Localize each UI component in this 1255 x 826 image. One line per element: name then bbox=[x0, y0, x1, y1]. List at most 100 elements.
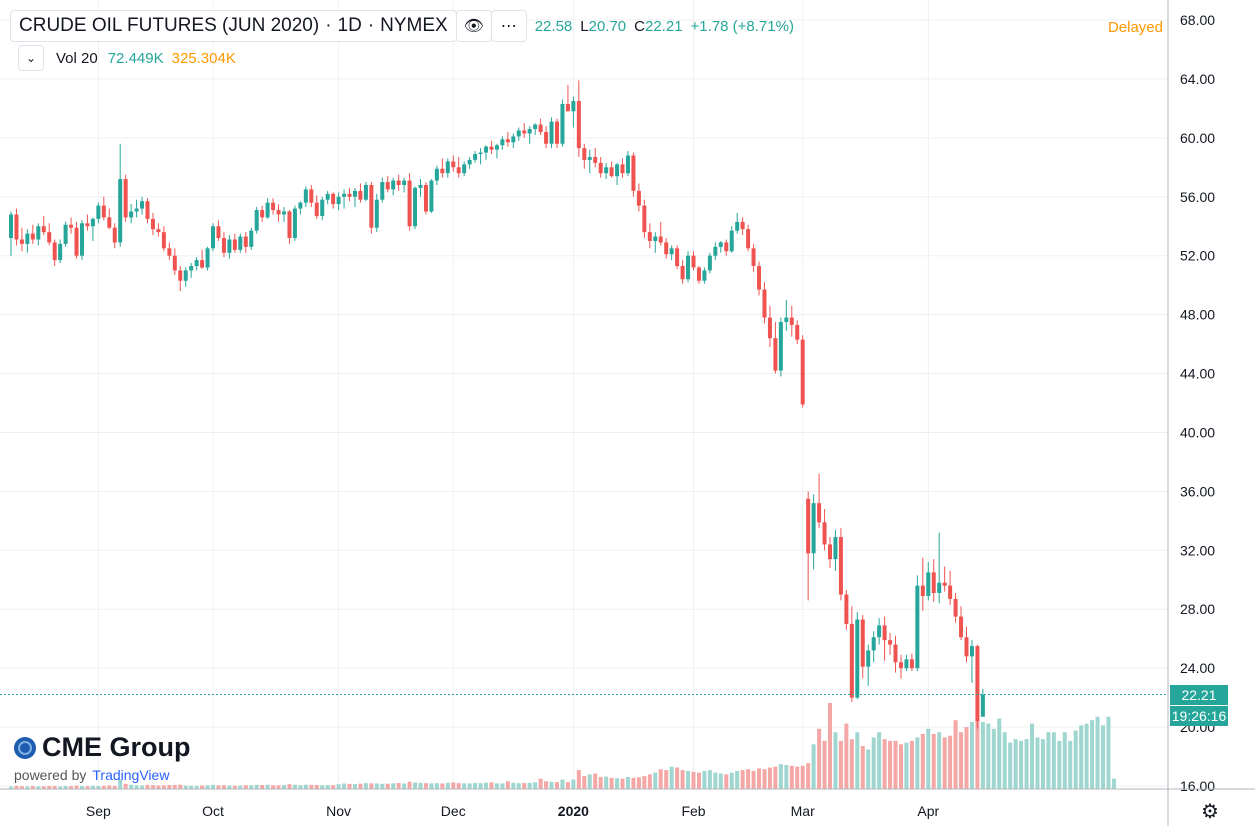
candle-body bbox=[156, 229, 161, 233]
candle-body bbox=[363, 184, 368, 200]
candle-body bbox=[298, 202, 303, 209]
candle-body bbox=[440, 168, 445, 174]
candle-body bbox=[789, 317, 794, 325]
candle-body bbox=[806, 498, 811, 554]
candle-body bbox=[200, 260, 205, 268]
candle-body bbox=[620, 164, 625, 174]
volume-bar bbox=[107, 785, 112, 789]
volume-bar bbox=[418, 782, 423, 789]
x-tick-label: Apr bbox=[917, 803, 939, 819]
candle-body bbox=[795, 324, 800, 340]
volume-bar bbox=[1008, 742, 1013, 789]
candle-body bbox=[385, 182, 390, 190]
volume-bar bbox=[423, 783, 428, 789]
volume-bar bbox=[347, 783, 352, 789]
candle-body bbox=[90, 218, 95, 227]
volume-bar bbox=[969, 721, 974, 789]
volume-bar bbox=[844, 723, 849, 789]
volume-bar bbox=[620, 778, 625, 789]
volume-bar bbox=[221, 785, 226, 789]
candle-body bbox=[369, 184, 374, 228]
chevron-down-icon[interactable]: ⌄ bbox=[18, 45, 44, 71]
candle-body bbox=[14, 214, 19, 240]
volume-bar bbox=[271, 785, 276, 789]
volume-bar bbox=[172, 784, 177, 789]
volume-bar bbox=[669, 766, 674, 789]
volume-bar bbox=[167, 785, 172, 789]
symbol-selector[interactable]: CRUDE OIL FUTURES (JUN 2020) · 1D · NYME… bbox=[10, 10, 457, 42]
volume-bar bbox=[303, 784, 308, 789]
volume-bar bbox=[1002, 732, 1007, 789]
volume-bar bbox=[74, 785, 79, 789]
volume-bar bbox=[615, 778, 620, 789]
volume-bar bbox=[833, 732, 838, 789]
volume-bar bbox=[385, 783, 390, 789]
volume-bar bbox=[942, 737, 947, 789]
volume-bar bbox=[101, 785, 106, 789]
volume-bar bbox=[140, 785, 145, 789]
logo-text: CME Group bbox=[42, 732, 191, 762]
candle-body bbox=[625, 155, 630, 174]
candle-body bbox=[669, 248, 674, 255]
candle-body bbox=[205, 248, 210, 268]
x-tick-label: Dec bbox=[441, 803, 466, 819]
volume-bar bbox=[991, 728, 996, 789]
volume-bar bbox=[391, 783, 396, 789]
y-tick-label: 32.00 bbox=[1180, 542, 1215, 558]
candle-body bbox=[538, 124, 543, 132]
candle-body bbox=[254, 210, 259, 231]
x-tick-label: 2020 bbox=[558, 803, 589, 819]
candle-body bbox=[511, 136, 516, 143]
candle-body bbox=[904, 659, 909, 669]
volume-bar bbox=[352, 784, 357, 789]
volume-bar bbox=[604, 776, 609, 789]
volume-bar bbox=[762, 769, 767, 789]
volume-bar bbox=[625, 776, 630, 789]
platform-name[interactable]: TradingView bbox=[92, 767, 170, 783]
candle-body bbox=[527, 129, 532, 134]
candle-body bbox=[282, 211, 286, 215]
candle-body bbox=[74, 227, 79, 256]
candle-body bbox=[505, 139, 510, 143]
candle-body bbox=[560, 103, 565, 144]
volume-bar bbox=[200, 785, 205, 789]
volume-bar bbox=[1090, 720, 1095, 789]
eye-icon[interactable]: 👁 bbox=[455, 10, 492, 42]
y-tick-label: 48.00 bbox=[1180, 307, 1215, 323]
volume-bar bbox=[740, 770, 745, 789]
volume-bar bbox=[369, 783, 374, 789]
more-options-icon[interactable]: ⋯ bbox=[490, 10, 527, 42]
volume-bar bbox=[811, 744, 816, 789]
gear-icon[interactable]: ⚙ bbox=[1201, 801, 1219, 823]
volume-bars bbox=[9, 703, 1116, 789]
volume-bar bbox=[1040, 739, 1045, 789]
candle-body bbox=[680, 266, 685, 280]
ohlc-close-label: C bbox=[634, 17, 645, 35]
ohlc-high: 22.58 bbox=[534, 17, 573, 35]
candle-body bbox=[642, 205, 647, 233]
volume-bar bbox=[342, 783, 347, 789]
volume-bar bbox=[451, 782, 456, 789]
candle-body bbox=[555, 121, 559, 144]
candle-body bbox=[565, 103, 570, 112]
candle-body bbox=[707, 255, 712, 271]
volume-bar bbox=[937, 732, 942, 789]
y-tick-label: 64.00 bbox=[1180, 71, 1215, 87]
volume-bar bbox=[587, 774, 592, 789]
candle-body bbox=[41, 226, 46, 233]
candle-body bbox=[129, 211, 134, 218]
candle-body bbox=[292, 208, 297, 239]
separator: · bbox=[325, 15, 332, 36]
y-tick-label: 60.00 bbox=[1180, 130, 1215, 146]
volume-indicator-name: Vol 20 bbox=[56, 49, 98, 67]
candle-body bbox=[817, 503, 822, 523]
volume-bar bbox=[358, 783, 363, 789]
volume-bar bbox=[1095, 716, 1100, 789]
y-tick-label: 28.00 bbox=[1180, 601, 1215, 617]
candle-body bbox=[211, 226, 216, 249]
ohlc-values: 22.58 L20.70 C22.21 +1.78 (+8.71%) bbox=[535, 18, 794, 35]
candle-body bbox=[729, 230, 734, 252]
volume-bar bbox=[751, 770, 756, 789]
